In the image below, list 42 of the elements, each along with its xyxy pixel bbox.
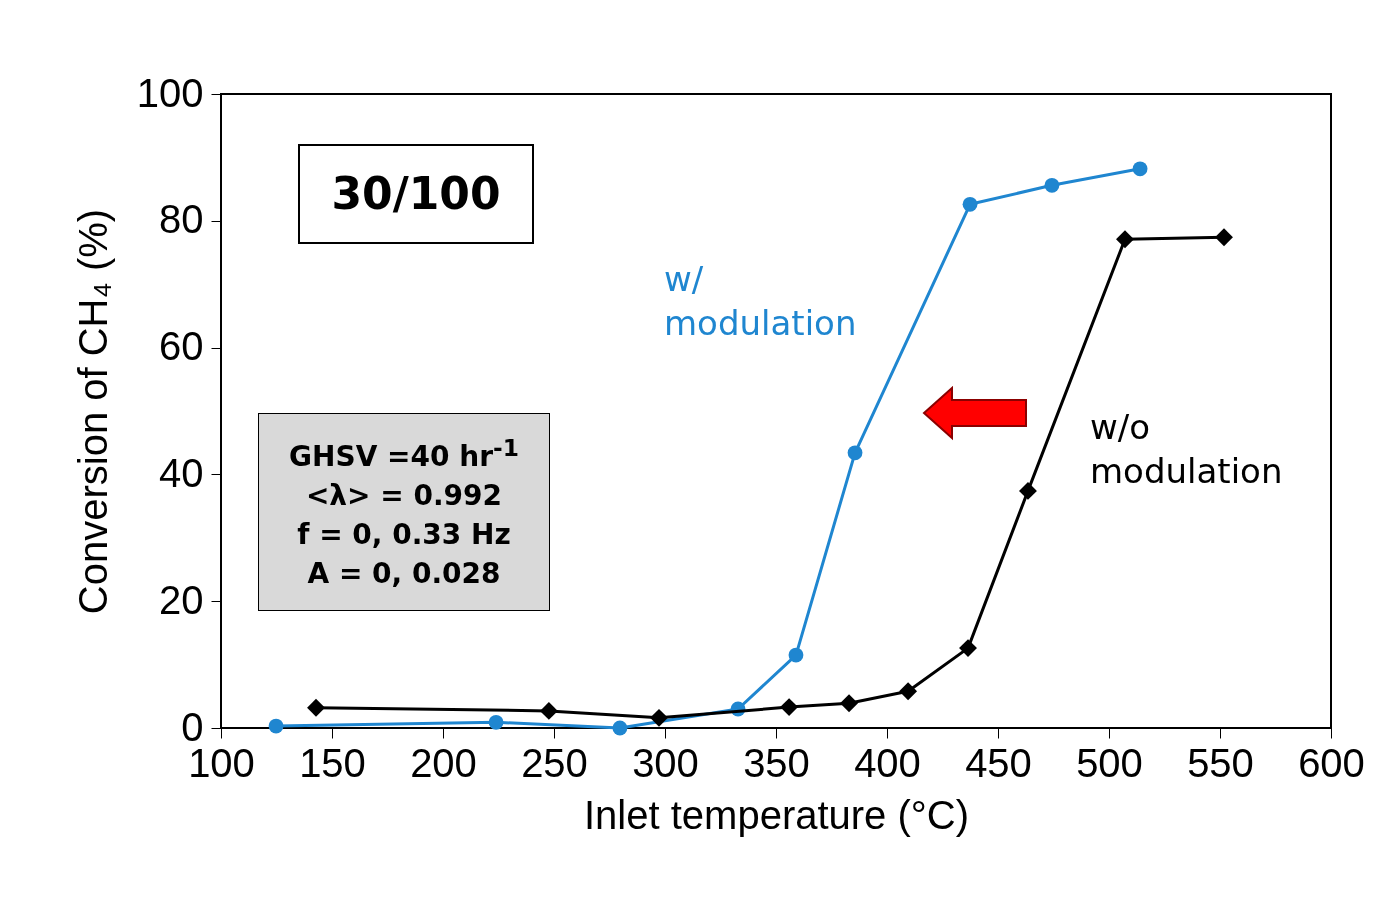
y-tick-label: 100 [136, 70, 204, 115]
point [1215, 228, 1233, 247]
point [788, 647, 804, 663]
point [899, 682, 918, 701]
point [488, 714, 504, 730]
y-tick-label: 80 [159, 197, 204, 242]
y-axis-title: Conversion of CH₄ (%) [70, 208, 115, 615]
point [539, 701, 558, 720]
point [959, 639, 977, 658]
series-label: w/o modulation [1090, 407, 1283, 491]
annotation: 30/100 [298, 144, 534, 244]
point [307, 698, 325, 717]
y-tick-label: 40 [159, 450, 204, 495]
point [780, 698, 799, 717]
x-tick-label: 550 [1187, 740, 1254, 785]
annotation: f = 0, 0.33 Hz [296, 518, 512, 552]
series-label: w/ modulation [664, 259, 857, 343]
point [650, 708, 668, 727]
x-tick-label: 350 [743, 740, 810, 785]
annotation: GHSV =40 hr$^{-1}$ [288, 433, 520, 474]
point [268, 718, 284, 734]
x-tick-label: 200 [410, 740, 477, 785]
x-tick-label: 300 [632, 740, 699, 785]
x-axis-title: Inlet temperature (°C) [583, 792, 970, 837]
x-tick-label: 600 [1298, 740, 1365, 785]
x-tick-label: 400 [854, 740, 921, 785]
annotation: <λ> = 0.992 [304, 479, 504, 513]
x-tick-label: 150 [299, 740, 366, 785]
annotation: A = 0, 0.028 [306, 557, 502, 591]
point [1132, 161, 1148, 177]
x-tick-label: 500 [1076, 740, 1143, 785]
y-tick-label: 20 [159, 577, 204, 622]
x-tick-label: 450 [965, 740, 1032, 785]
point [962, 196, 978, 212]
point [1044, 177, 1060, 193]
point [1116, 230, 1134, 249]
point [1019, 481, 1037, 500]
y-tick-label: 60 [159, 324, 204, 369]
x-tick-label: 250 [521, 740, 588, 785]
point [847, 445, 863, 461]
point [612, 720, 628, 736]
point [840, 694, 858, 713]
